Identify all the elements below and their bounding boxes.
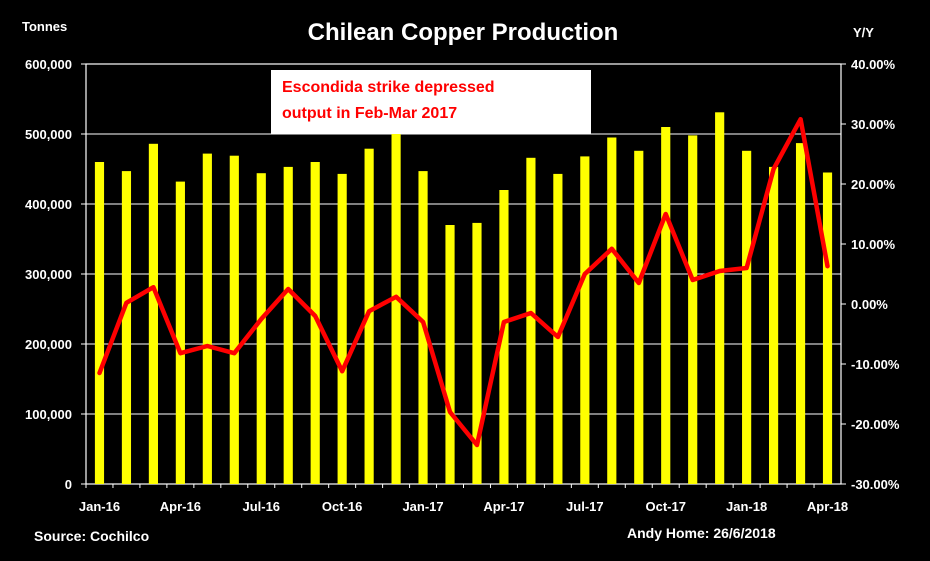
x-tick-label: Jan-17 — [402, 499, 443, 514]
bar-Jun-16 — [230, 156, 239, 484]
bar-Mar-18 — [796, 143, 805, 484]
bar-Oct-17 — [661, 127, 670, 484]
x-tick-label: Apr-16 — [160, 499, 201, 514]
y-left-tick-label: 0 — [65, 477, 72, 492]
x-tick-label: Oct-17 — [645, 499, 685, 514]
x-axis-ticks: Jan-16 Apr-16 Jul-16 Oct-16 Jan-17 Apr-17 Jul-… — [79, 484, 848, 514]
source-label: Source: Cochilco — [34, 528, 149, 544]
bar-Aug-16 — [284, 167, 293, 484]
x-tick-label: Apr-17 — [483, 499, 524, 514]
y-left-tick-label: 600,000 — [25, 57, 72, 72]
y-axis-right-ticks: -30.00% -20.00% -10.00% 0.00% 10.00% 20.00% 30… — [841, 57, 900, 492]
y-left-tick-label: 400,000 — [25, 197, 72, 212]
x-tick-label: Jul-17 — [566, 499, 604, 514]
y-right-tick-label: 0.00% — [851, 297, 888, 312]
bar-May-17 — [526, 158, 535, 484]
x-tick-label: Jan-18 — [726, 499, 767, 514]
y-right-tick-label: -30.00% — [851, 477, 900, 492]
bar-Jan-16 — [95, 162, 104, 484]
bar-Jul-16 — [257, 173, 266, 484]
y-axis-right-title: Y/Y — [853, 25, 874, 40]
y-axis-left-ticks: 0 100,000 200,000 300,000 400,000 500,000 600,… — [25, 57, 86, 492]
credit-label: Andy Home: 26/6/2018 — [627, 525, 776, 541]
y-left-tick-label: 100,000 — [25, 407, 72, 422]
bar-Sep-17 — [634, 151, 643, 484]
y-left-tick-label: 500,000 — [25, 127, 72, 142]
bar-Jul-17 — [580, 156, 589, 484]
y-right-tick-label: 40.00% — [851, 57, 896, 72]
annotation-line-2: output in Feb-Mar 2017 — [282, 105, 457, 122]
bar-Feb-18 — [769, 167, 778, 484]
y-right-tick-label: 20.00% — [851, 177, 896, 192]
bar-Apr-18 — [823, 173, 832, 485]
bar-Aug-17 — [607, 138, 616, 485]
bar-Apr-16 — [176, 182, 185, 484]
chart-title: Chilean Copper Production — [308, 19, 619, 46]
bar-Dec-17 — [715, 112, 724, 484]
x-tick-label: Apr-18 — [807, 499, 848, 514]
gridlines — [86, 134, 841, 414]
y-axis-left-title: Tonnes — [22, 19, 67, 34]
y-right-tick-label: -20.00% — [851, 417, 900, 432]
y-left-tick-label: 200,000 — [25, 337, 72, 352]
annotation-box: Escondida strike depressed output in Feb… — [271, 70, 591, 134]
bar-Feb-17 — [445, 225, 454, 484]
bar-Jan-18 — [742, 151, 751, 484]
annotation-line-1: Escondida strike depressed — [282, 79, 495, 96]
y-left-tick-label: 300,000 — [25, 267, 72, 282]
bar-May-16 — [203, 154, 212, 484]
x-tick-label: Oct-16 — [322, 499, 362, 514]
y-right-tick-label: 30.00% — [851, 117, 896, 132]
x-tick-label: Jul-16 — [242, 499, 280, 514]
y-right-tick-label: 10.00% — [851, 237, 896, 252]
x-tick-label: Jan-16 — [79, 499, 120, 514]
bar-Oct-16 — [338, 174, 347, 484]
bar-Dec-16 — [392, 133, 401, 484]
bar-Nov-17 — [688, 135, 697, 484]
bar-Mar-16 — [149, 144, 158, 484]
bar-Feb-16 — [122, 171, 131, 484]
y-right-tick-label: -10.00% — [851, 357, 900, 372]
